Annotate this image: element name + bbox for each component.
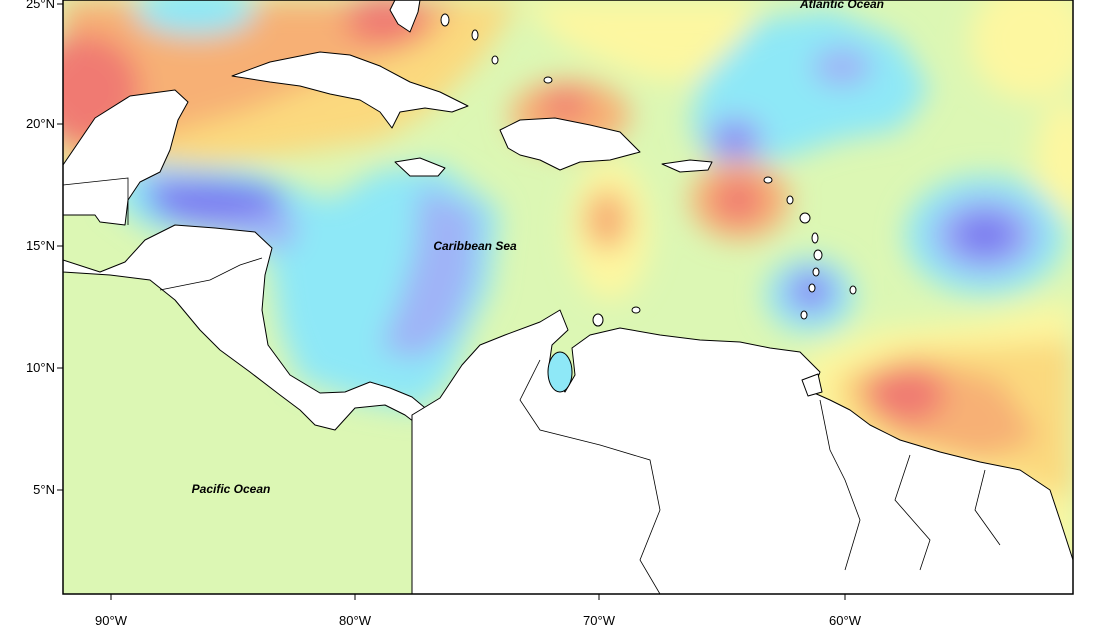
land-masses xyxy=(63,0,1073,594)
yellow-band-top xyxy=(520,0,760,80)
lat-tick-label: 15°N xyxy=(26,238,55,253)
land-maracaibo-lake xyxy=(547,351,573,393)
border-honduras-nicaragua xyxy=(159,257,263,291)
label-pacific-ocean: Pacific Ocean xyxy=(192,482,271,496)
island-st-vincent xyxy=(808,283,816,293)
island-grenada xyxy=(800,310,808,320)
lon-axis: 90°W 80°W 70°W 60°W xyxy=(95,594,862,628)
lon-tick-label: 60°W xyxy=(829,613,862,628)
land-south-america xyxy=(411,309,1073,594)
border-mexico-guatemala xyxy=(63,177,129,225)
lon-tick-label: 80°W xyxy=(339,613,372,628)
yellow-atlantic-east xyxy=(970,0,1073,100)
lat-axis: 25°N 20°N 15°N 10°N 5°N xyxy=(26,0,63,497)
border-suriname-guiana xyxy=(974,469,1001,546)
lat-tick-label: 10°N xyxy=(26,360,55,375)
land-trinidad xyxy=(801,373,823,397)
island-st-lucia xyxy=(812,267,820,277)
cool-east-atlantic-core xyxy=(953,213,1017,257)
border-guyana-suriname xyxy=(894,454,931,571)
map-panel xyxy=(63,0,1073,594)
island-turks xyxy=(543,76,553,84)
lat-tick-label: 25°N xyxy=(26,0,55,11)
cool-puertorico-core xyxy=(720,128,750,152)
hotspot-southeast xyxy=(865,367,945,423)
lat-tick-label: 5°N xyxy=(33,482,55,497)
land-jamaica xyxy=(394,157,446,177)
land-hispaniola xyxy=(499,117,641,171)
cool-western-caribbean-mid2 xyxy=(380,185,480,360)
island-dominica xyxy=(811,232,819,244)
island-martinique xyxy=(813,249,823,261)
yellow-atlantic-east2 xyxy=(1035,100,1073,220)
island-guadeloupe xyxy=(799,212,811,224)
small-islands xyxy=(440,13,857,327)
island-curacao xyxy=(631,306,641,314)
cool-bahamas xyxy=(135,0,255,35)
border-colombia-venezuela xyxy=(519,359,661,594)
map-frame xyxy=(62,0,1074,595)
land-cuba xyxy=(231,51,469,129)
island-aruba xyxy=(592,313,604,327)
hotspot-leeward xyxy=(713,178,763,222)
lon-tick-label: 90°W xyxy=(95,613,128,628)
border-venezuela-guyana xyxy=(819,399,861,571)
land-yucatan xyxy=(63,89,189,226)
country-borders xyxy=(63,177,1001,594)
lat-tick-label: 20°N xyxy=(26,116,55,131)
island-bahamas-1 xyxy=(440,13,450,27)
label-caribbean-sea: Caribbean Sea xyxy=(433,239,517,253)
island-leeward-1 xyxy=(763,176,773,184)
cool-honduras-core xyxy=(145,180,285,220)
island-bahamas-2 xyxy=(471,29,479,41)
warm-hispaniola-core xyxy=(540,90,590,120)
island-leeward-2 xyxy=(786,195,794,205)
land-puerto-rico xyxy=(661,159,713,173)
cool-atlantic-core xyxy=(812,47,872,87)
land-florida xyxy=(389,0,421,33)
land-central-america xyxy=(63,224,431,431)
lon-tick-label: 70°W xyxy=(583,613,616,628)
warm-central-caribbean-core xyxy=(585,190,629,250)
island-barbados xyxy=(849,285,857,295)
label-atlantic-ocean: Atlantic Ocean xyxy=(799,0,884,11)
island-bahamas-3 xyxy=(491,55,499,65)
